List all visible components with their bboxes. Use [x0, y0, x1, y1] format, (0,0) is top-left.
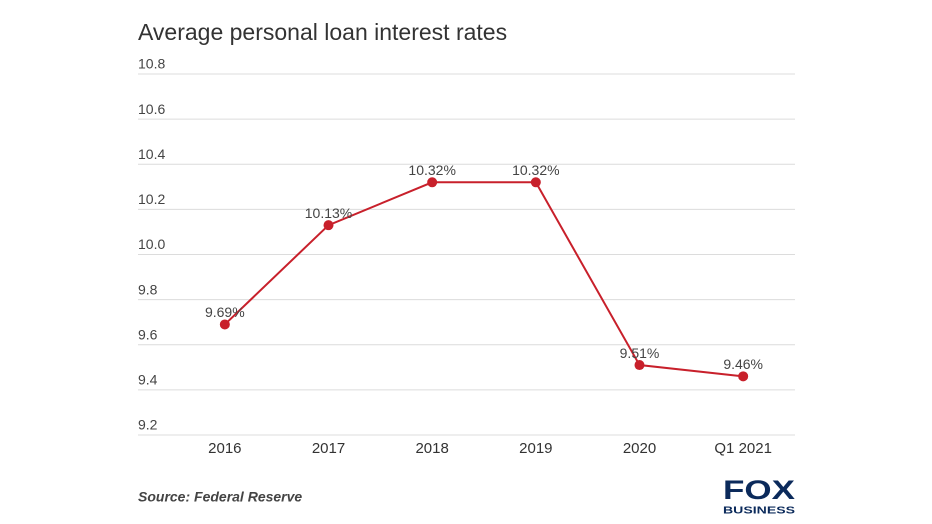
point: [530, 177, 541, 188]
y-tick-label: 10.8: [138, 56, 165, 72]
x-tick-label: 2016: [208, 440, 241, 457]
source: Source: Federal Reserve: [138, 489, 302, 505]
x-tick-label: 2019: [519, 440, 552, 457]
value-label: 9.69%: [205, 304, 245, 320]
x-tick-label: 2017: [312, 440, 345, 457]
logo: FOX BUSINESS: [723, 475, 795, 517]
point: [219, 319, 230, 330]
x-tick-label: 2018: [415, 440, 448, 457]
y-tick-label: 9.8: [138, 281, 158, 297]
point: [634, 360, 645, 371]
y-tick-label: 9.6: [138, 326, 158, 342]
x-tick-label: Q1 2021: [714, 440, 772, 457]
point: [427, 177, 438, 188]
point: [323, 220, 334, 231]
y-tick-label: 10.4: [138, 146, 165, 162]
x-tick-label: 2020: [623, 440, 656, 457]
y-tick-label: 9.2: [138, 417, 158, 433]
point: [738, 371, 749, 382]
chart-title: Average personal loan interest rates: [138, 19, 507, 45]
value-label: 10.13%: [305, 205, 352, 221]
y-tick-label: 9.4: [138, 372, 158, 388]
value-label: 10.32%: [512, 162, 559, 178]
y-tick-label: 10.2: [138, 191, 165, 207]
logo-fox: FOX: [723, 475, 795, 505]
value-label: 10.32%: [408, 162, 455, 178]
value-label: 9.46%: [723, 356, 763, 372]
value-label: 9.51%: [620, 345, 660, 361]
y-tick-label: 10.6: [138, 101, 165, 117]
logo-business: BUSINESS: [723, 506, 795, 517]
line: [224, 181, 744, 378]
y-tick-label: 10.0: [138, 236, 165, 252]
